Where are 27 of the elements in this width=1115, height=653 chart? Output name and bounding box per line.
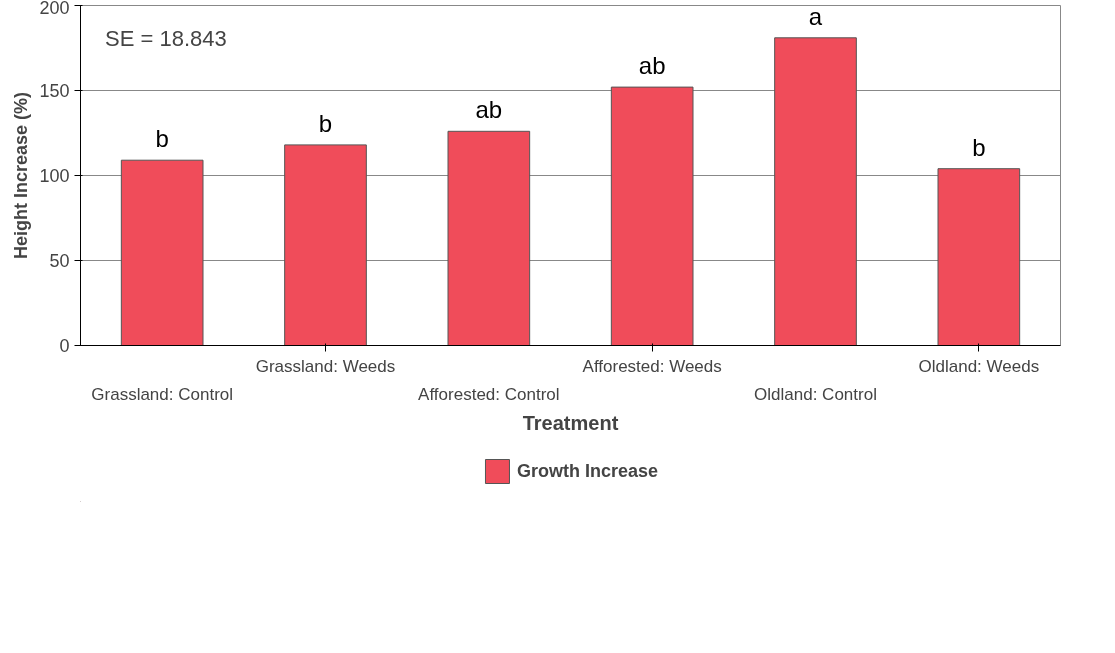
legend-label: Growth Increase bbox=[516, 460, 659, 482]
x-tick-label: Afforested: Weeds bbox=[582, 356, 722, 376]
y-tick-label: 50 bbox=[49, 251, 70, 271]
x-axis-title: Treatment bbox=[522, 411, 619, 434]
bar bbox=[774, 37, 857, 346]
bar bbox=[284, 144, 367, 346]
y-tick-label: 0 bbox=[59, 336, 70, 356]
x-tick-label: Afforested: Control bbox=[418, 384, 560, 404]
annotation: b bbox=[155, 125, 169, 153]
x-tick-label: Grassland: Control bbox=[91, 384, 234, 404]
bar bbox=[447, 130, 531, 346]
annotation: SE = 18.843 bbox=[105, 25, 227, 51]
annotation: a bbox=[808, 2, 823, 30]
annotation: ab bbox=[638, 52, 666, 80]
bar bbox=[937, 168, 1021, 346]
y-tick-label: 150 bbox=[39, 81, 70, 101]
bar bbox=[120, 159, 204, 346]
x-tick-label: Oldland: Control bbox=[754, 384, 877, 404]
x-tick-label: Oldland: Weeds bbox=[918, 356, 1040, 376]
annotation: b bbox=[972, 133, 986, 161]
annotation: b bbox=[318, 109, 333, 137]
annotation: ab bbox=[475, 96, 503, 124]
y-tick-label: 100 bbox=[39, 166, 70, 186]
x-tick-label: Grassland: Weeds bbox=[255, 356, 396, 376]
bar bbox=[610, 86, 694, 346]
y-axis-title: Height Increase (%) bbox=[11, 91, 32, 260]
y-tick-label: 200 bbox=[39, 0, 70, 18]
